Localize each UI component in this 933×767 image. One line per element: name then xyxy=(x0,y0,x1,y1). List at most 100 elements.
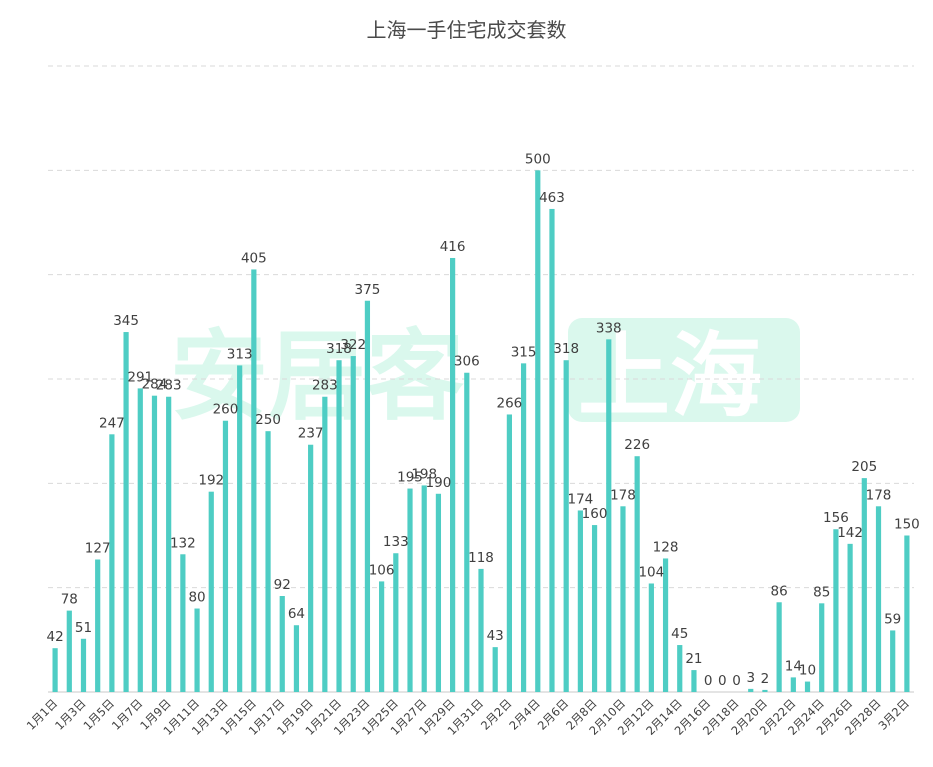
data-label: 2 xyxy=(761,671,770,687)
bar xyxy=(95,559,101,692)
svg-text:安居客: 安居客 xyxy=(170,320,464,434)
data-label: 306 xyxy=(454,354,480,370)
data-label: 375 xyxy=(355,282,381,298)
data-label: 3 xyxy=(746,670,755,686)
data-label: 0 xyxy=(704,673,713,689)
data-label: 338 xyxy=(596,320,622,336)
bar xyxy=(591,525,598,692)
bar xyxy=(861,478,867,692)
bar xyxy=(123,332,129,692)
data-label: 51 xyxy=(75,620,92,636)
bar xyxy=(904,535,910,692)
data-label: 10 xyxy=(799,663,816,679)
bar xyxy=(875,506,882,692)
data-label: 80 xyxy=(188,590,205,606)
data-label: 260 xyxy=(213,402,239,418)
bar xyxy=(222,420,229,692)
x-tick-label: 1月7日 xyxy=(109,696,146,733)
data-label: 128 xyxy=(653,539,679,555)
data-label: 313 xyxy=(227,346,253,362)
data-label: 21 xyxy=(685,651,702,667)
data-label: 190 xyxy=(426,475,452,491)
data-label: 14 xyxy=(785,658,802,674)
data-label: 118 xyxy=(468,550,494,566)
bar xyxy=(478,568,484,692)
bar xyxy=(407,488,413,692)
data-label: 64 xyxy=(288,606,305,622)
data-label: 178 xyxy=(610,487,636,503)
data-label: 45 xyxy=(671,626,688,642)
bar xyxy=(520,363,527,692)
bar xyxy=(691,670,697,692)
bar xyxy=(379,581,385,692)
data-label: 132 xyxy=(170,535,196,551)
bar xyxy=(166,396,172,692)
data-label: 156 xyxy=(823,510,849,526)
data-label: 92 xyxy=(274,577,291,593)
bar xyxy=(336,360,342,692)
bar xyxy=(748,688,754,692)
bar xyxy=(506,414,512,692)
data-label: 85 xyxy=(813,584,830,600)
bar xyxy=(180,554,186,692)
bar xyxy=(890,630,896,692)
bar xyxy=(393,553,399,692)
bar xyxy=(421,485,427,692)
data-label: 405 xyxy=(241,250,267,266)
chart-title: 上海一手住宅成交套数 xyxy=(366,18,567,42)
data-label: 250 xyxy=(255,412,281,428)
bar xyxy=(634,456,640,692)
data-label: 142 xyxy=(837,525,863,541)
data-label: 192 xyxy=(198,473,224,489)
bar xyxy=(804,681,811,692)
data-label: 195 xyxy=(397,470,423,486)
bar xyxy=(648,583,654,692)
bar xyxy=(251,269,257,692)
x-tick-label: 1月3日 xyxy=(52,696,89,733)
bar xyxy=(109,434,115,692)
data-label: 43 xyxy=(487,628,504,644)
data-label: 106 xyxy=(369,562,395,578)
data-label: 315 xyxy=(511,344,537,360)
data-label: 463 xyxy=(539,190,565,206)
bar xyxy=(450,257,456,692)
bar xyxy=(535,170,541,692)
data-label: 318 xyxy=(553,341,579,357)
bar xyxy=(350,356,356,692)
data-label: 284 xyxy=(142,377,168,393)
bar xyxy=(762,689,768,692)
x-tick-label: 3月2日 xyxy=(876,696,913,733)
bar xyxy=(577,510,583,692)
bar xyxy=(364,300,371,692)
data-label: 104 xyxy=(638,564,664,580)
bar xyxy=(833,529,839,692)
bar xyxy=(80,638,87,692)
data-label: 416 xyxy=(440,239,466,255)
bar xyxy=(66,610,72,692)
bar xyxy=(819,603,825,692)
data-label: 500 xyxy=(525,151,551,167)
data-label: 345 xyxy=(113,313,139,329)
bar xyxy=(308,444,314,692)
data-label: 322 xyxy=(340,337,366,353)
bar xyxy=(549,208,555,692)
bar xyxy=(563,360,569,692)
data-label: 150 xyxy=(894,517,920,533)
data-label: 283 xyxy=(312,378,338,394)
data-label: 266 xyxy=(496,395,522,411)
data-label: 178 xyxy=(866,487,892,503)
data-label: 42 xyxy=(47,629,64,645)
bar xyxy=(194,608,200,692)
data-label: 283 xyxy=(156,378,182,394)
bar xyxy=(606,339,612,692)
data-label: 205 xyxy=(851,459,877,475)
x-tick-label: 2月4日 xyxy=(506,696,543,733)
bar xyxy=(492,647,498,692)
data-label: 127 xyxy=(85,541,111,557)
data-label: 160 xyxy=(582,506,608,522)
data-label: 59 xyxy=(884,611,901,627)
bar xyxy=(137,388,143,692)
bar xyxy=(265,431,271,692)
